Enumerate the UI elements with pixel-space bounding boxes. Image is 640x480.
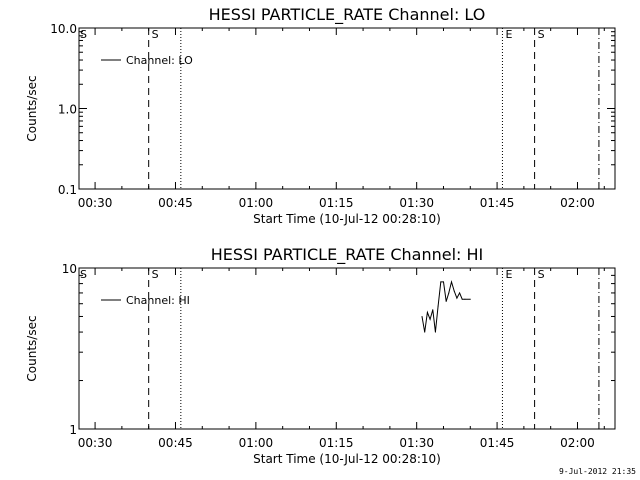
series-line	[421, 279, 471, 333]
data-point	[432, 309, 434, 311]
chart-panel-1: HESSI PARTICLE_RATE Channel: HI Start Tim…	[25, 245, 616, 466]
y-axis-label: Counts/sec	[25, 315, 39, 381]
x-tick-label: 01:45	[480, 196, 515, 210]
x-tick-label: 02:00	[560, 196, 595, 210]
x-tick-label: 01:15	[319, 196, 354, 210]
data-point	[445, 300, 447, 302]
data-point	[461, 298, 463, 300]
y-tick-label: 10	[62, 262, 77, 276]
y-tick-label: 1.0	[58, 103, 77, 117]
data-point	[469, 298, 471, 300]
data-point	[459, 292, 461, 294]
x-tick-label: 01:00	[239, 196, 274, 210]
y-tick-label: 1	[69, 423, 77, 437]
left-edge-marker: S	[80, 28, 87, 41]
x-tick-label: 01:30	[399, 436, 434, 450]
data-point	[437, 305, 439, 307]
event-line-label: E	[505, 28, 512, 41]
data-point	[426, 311, 428, 313]
data-point	[448, 292, 450, 294]
data-point	[442, 281, 444, 283]
x-tick-label: 00:30	[78, 196, 113, 210]
x-tick-label: 01:00	[239, 436, 274, 450]
event-line-label: S	[152, 268, 159, 281]
legend-entry: Channel: LO	[126, 54, 193, 67]
y-axis-label: Counts/sec	[25, 75, 39, 141]
chart-panel-0: HESSI PARTICLE_RATE Channel: LO Start Tim…	[25, 5, 616, 226]
chart-title: HESSI PARTICLE_RATE Channel: LO	[209, 5, 486, 25]
plot-frame	[78, 267, 616, 430]
chart-title: HESSI PARTICLE_RATE Channel: HI	[211, 245, 484, 265]
y-tick-label: 10.0	[50, 22, 77, 36]
data-point	[434, 331, 436, 333]
x-axis-label: Start Time (10-Jul-12 00:28:10)	[253, 452, 441, 466]
left-edge-marker: S	[80, 268, 87, 281]
data-point	[421, 315, 423, 317]
x-tick-label: 00:45	[158, 196, 193, 210]
x-tick-label: 01:30	[399, 196, 434, 210]
event-line-label: S	[538, 28, 545, 41]
data-point	[456, 297, 458, 299]
x-tick-label: 00:30	[78, 436, 113, 450]
event-line-label: S	[538, 268, 545, 281]
x-tick-label: 02:00	[560, 436, 595, 450]
plot-timestamp: 9-Jul-2012 21:35	[559, 467, 636, 476]
data-point	[424, 331, 426, 333]
data-point	[453, 290, 455, 292]
data-point	[464, 298, 466, 300]
x-tick-label: 01:45	[480, 436, 515, 450]
event-line-label: S	[152, 28, 159, 41]
x-tick-label: 00:45	[158, 436, 193, 450]
x-tick-label: 01:15	[319, 436, 354, 450]
event-line-label: E	[505, 268, 512, 281]
data-point	[440, 281, 442, 283]
y-tick-label: 0.1	[58, 183, 77, 197]
data-point	[451, 281, 453, 283]
data-point	[429, 318, 431, 320]
legend-entry: Channel: HI	[126, 294, 190, 307]
x-axis-label: Start Time (10-Jul-12 00:28:10)	[253, 212, 441, 226]
